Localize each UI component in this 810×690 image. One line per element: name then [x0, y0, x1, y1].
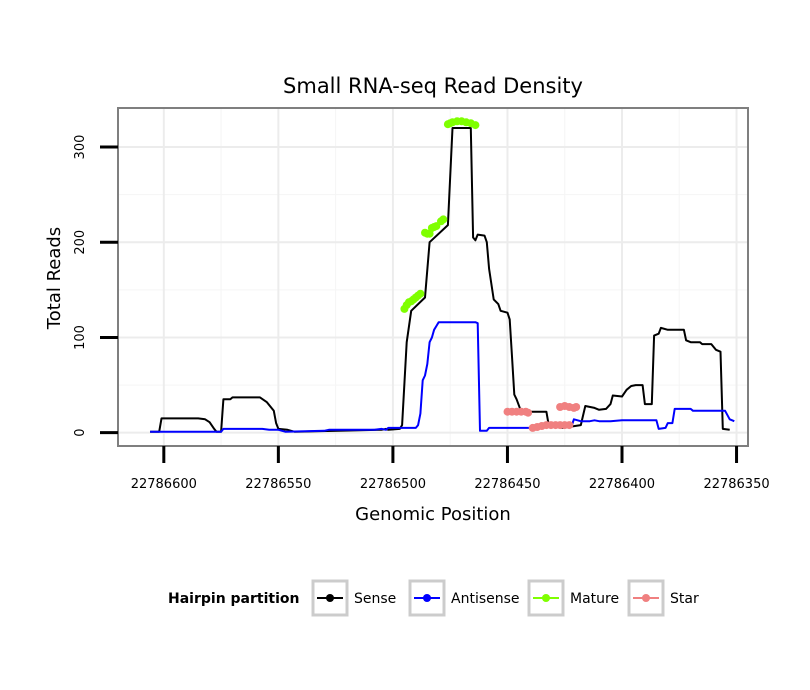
x-tick-label: 22786550 [245, 477, 311, 492]
y-tick-label: 100 [73, 325, 88, 350]
legend-key-dot-sense [326, 594, 334, 602]
x-tick-label: 22786400 [589, 477, 655, 492]
axis-layer: 22786600 22786550 22786500 22786450 22786400… [73, 135, 770, 492]
x-tick-label: 22786600 [131, 477, 197, 492]
series-layer [150, 117, 735, 433]
x-axis-title: Genomic Position [355, 504, 511, 525]
legend-label-antisense: Antisense [451, 591, 520, 607]
legend-title: Hairpin partition [168, 591, 299, 607]
y-tick-label: 0 [73, 429, 88, 437]
legend-key-dot-mature [542, 594, 550, 602]
legend-label-mature: Mature [570, 591, 619, 607]
series-line-sense [150, 127, 730, 433]
legend: Hairpin partition Sense Antisense Mature St… [168, 579, 699, 617]
x-tick-label: 22786350 [703, 477, 769, 492]
data-point-star [572, 403, 581, 411]
panel-border [117, 107, 749, 447]
y-tick-label: 300 [73, 135, 88, 160]
legend-label-sense: Sense [354, 591, 396, 607]
legend-key-dot-star [642, 594, 650, 602]
chart-title: Small RNA-seq Read Density [283, 74, 583, 98]
data-point-star [565, 421, 574, 430]
grid-layer [118, 108, 748, 446]
legend-label-star: Star [670, 591, 699, 607]
data-point-mature [416, 289, 425, 298]
legend-key-dot-antisense [423, 594, 431, 602]
data-point-star [524, 408, 533, 417]
y-tick-label: 200 [73, 230, 88, 255]
x-tick-label: 22786500 [360, 477, 426, 492]
x-tick-label: 22786450 [474, 477, 540, 492]
y-axis-title: Total Reads [44, 227, 65, 330]
data-point-mature [439, 215, 448, 224]
series-line-antisense [150, 321, 735, 433]
data-point-mature [471, 121, 480, 130]
